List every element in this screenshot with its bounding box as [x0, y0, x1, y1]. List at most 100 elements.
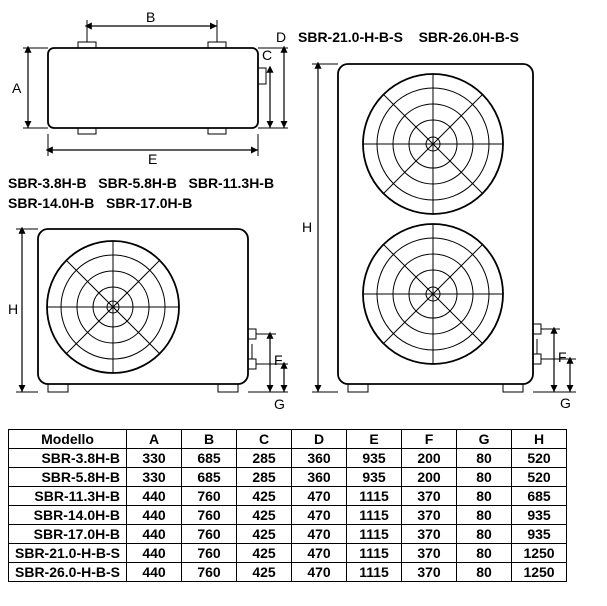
cell-value: 330	[127, 449, 182, 468]
cell-value: 520	[512, 468, 567, 487]
model-label: SBR-11.3H-B	[189, 175, 275, 191]
table-row: SBR-26.0-H-B-S4407604254701115370801250	[9, 563, 567, 582]
single-fan-model-labels: SBR-3.8H-B SBR-5.8H-B SBR-11.3H-B SBR-14…	[8, 174, 288, 213]
cell-value: 685	[512, 487, 567, 506]
cell-value: 370	[402, 487, 457, 506]
svg-text:G: G	[274, 396, 285, 412]
cell-value: 80	[457, 544, 512, 563]
cell-value: 935	[512, 506, 567, 525]
cell-value: 440	[127, 544, 182, 563]
col-header: A	[127, 430, 182, 449]
cell-model: SBR-3.8H-B	[9, 449, 127, 468]
table-row: SBR-3.8H-B33068528536093520080520	[9, 449, 567, 468]
svg-text:C: C	[262, 47, 272, 63]
cell-model: SBR-26.0-H-B-S	[9, 563, 127, 582]
cell-value: 440	[127, 487, 182, 506]
cell-value: 1250	[512, 544, 567, 563]
cell-value: 200	[402, 449, 457, 468]
cell-value: 470	[292, 525, 347, 544]
cell-model: SBR-21.0-H-B-S	[9, 544, 127, 563]
col-header: C	[237, 430, 292, 449]
cell-value: 685	[182, 468, 237, 487]
cell-value: 370	[402, 506, 457, 525]
cell-value: 80	[457, 506, 512, 525]
cell-value: 1115	[347, 544, 402, 563]
cell-value: 935	[347, 468, 402, 487]
svg-text:B: B	[146, 9, 155, 25]
table-row: SBR-11.3H-B440760425470111537080685	[9, 487, 567, 506]
frontview-single-diagram: H F G	[8, 219, 288, 419]
svg-text:D: D	[276, 29, 286, 45]
cell-value: 425	[237, 525, 292, 544]
cell-value: 760	[182, 506, 237, 525]
topview-diagram: A B C D E	[8, 8, 288, 168]
cell-value: 685	[182, 449, 237, 468]
col-header: H	[512, 430, 567, 449]
svg-text:F: F	[274, 352, 283, 368]
model-label: SBR-17.0H-B	[106, 195, 192, 211]
svg-text:E: E	[148, 151, 157, 167]
cell-value: 200	[402, 468, 457, 487]
cell-value: 80	[457, 487, 512, 506]
cell-value: 360	[292, 449, 347, 468]
cell-value: 760	[182, 563, 237, 582]
cell-value: 425	[237, 487, 292, 506]
col-header-model: Modello	[9, 430, 127, 449]
svg-text:H: H	[8, 301, 18, 317]
cell-value: 470	[292, 506, 347, 525]
model-label: SBR-26.0H-B-S	[419, 29, 519, 45]
cell-model: SBR-5.8H-B	[9, 468, 127, 487]
cell-value: 470	[292, 544, 347, 563]
col-header: E	[347, 430, 402, 449]
cell-value: 285	[237, 449, 292, 468]
col-header: B	[182, 430, 237, 449]
col-header: D	[292, 430, 347, 449]
cell-value: 425	[237, 544, 292, 563]
svg-text:F: F	[558, 349, 567, 365]
table-row: SBR-21.0-H-B-S4407604254701115370801250	[9, 544, 567, 563]
cell-value: 760	[182, 487, 237, 506]
cell-value: 470	[292, 563, 347, 582]
cell-value: 330	[127, 468, 182, 487]
svg-text:H: H	[302, 219, 312, 235]
cell-value: 80	[457, 563, 512, 582]
cell-value: 425	[237, 563, 292, 582]
dimensions-table: ModelloABCDEFGH SBR-3.8H-B33068528536093…	[8, 429, 567, 582]
svg-text:A: A	[12, 80, 22, 96]
cell-value: 760	[182, 544, 237, 563]
cell-model: SBR-11.3H-B	[9, 487, 127, 506]
table-row: SBR-5.8H-B33068528536093520080520	[9, 468, 567, 487]
cell-value: 470	[292, 487, 347, 506]
svg-text:G: G	[560, 395, 571, 411]
cell-value: 370	[402, 525, 457, 544]
cell-value: 440	[127, 506, 182, 525]
model-label: SBR-3.8H-B	[8, 175, 87, 191]
cell-value: 285	[237, 468, 292, 487]
cell-value: 80	[457, 525, 512, 544]
model-label: SBR-21.0-H-B-S	[298, 29, 403, 45]
cell-value: 80	[457, 468, 512, 487]
cell-value: 425	[237, 506, 292, 525]
cell-value: 440	[127, 563, 182, 582]
table-row: SBR-17.0H-B440760425470111537080935	[9, 525, 567, 544]
cell-value: 1115	[347, 487, 402, 506]
frontview-dual-diagram: H F G	[298, 54, 578, 414]
cell-value: 370	[402, 544, 457, 563]
cell-value: 935	[347, 449, 402, 468]
cell-value: 370	[402, 563, 457, 582]
cell-value: 1115	[347, 525, 402, 544]
cell-value: 935	[512, 525, 567, 544]
col-header: F	[402, 430, 457, 449]
cell-value: 440	[127, 525, 182, 544]
cell-value: 520	[512, 449, 567, 468]
dual-fan-model-labels: SBR-21.0-H-B-S SBR-26.0H-B-S	[298, 28, 578, 48]
cell-model: SBR-17.0H-B	[9, 525, 127, 544]
model-label: SBR-14.0H-B	[8, 195, 94, 211]
cell-value: 360	[292, 468, 347, 487]
col-header: G	[457, 430, 512, 449]
cell-value: 1115	[347, 506, 402, 525]
cell-value: 80	[457, 449, 512, 468]
cell-value: 1115	[347, 563, 402, 582]
cell-model: SBR-14.0H-B	[9, 506, 127, 525]
model-label: SBR-5.8H-B	[98, 175, 177, 191]
